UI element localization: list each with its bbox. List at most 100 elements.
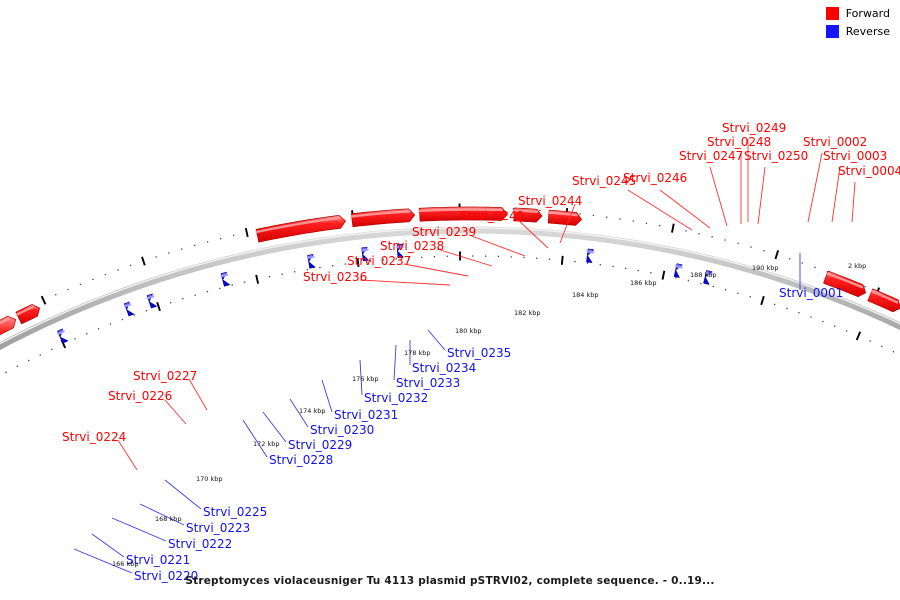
label-leader-lines bbox=[73, 139, 856, 574]
leader-line bbox=[627, 189, 693, 231]
gene-label[interactable]: Strvi_0245 bbox=[572, 174, 637, 188]
gene-features-layer[interactable] bbox=[0, 206, 900, 569]
forward-color-swatch bbox=[825, 7, 839, 20]
gene-label[interactable]: Strvi_0247 bbox=[679, 149, 744, 163]
gene-label[interactable]: Strvi_0228 bbox=[269, 453, 334, 467]
ruler-tick-label: 168 kbp bbox=[155, 515, 182, 523]
ruler-tick-label: 186 kbp bbox=[630, 279, 657, 287]
gene-feature[interactable] bbox=[396, 243, 404, 258]
gene-feature[interactable] bbox=[586, 248, 595, 263]
ruler-tick-label: 172 kbp bbox=[253, 440, 280, 448]
ruler-tick-label: 180 kbp bbox=[455, 327, 482, 335]
gene-feature[interactable] bbox=[124, 301, 135, 317]
gene-feature[interactable] bbox=[146, 293, 157, 309]
strand-legend: Forward Reverse bbox=[825, 6, 890, 42]
gene-feature[interactable] bbox=[220, 271, 231, 287]
gene-feature[interactable] bbox=[823, 270, 867, 298]
leader-line bbox=[709, 166, 728, 227]
leader-line bbox=[831, 166, 841, 223]
gene-feature[interactable] bbox=[703, 270, 713, 285]
gene-label[interactable]: Strvi_0239 bbox=[412, 225, 477, 239]
ruler-tick-label: 178 kbp bbox=[404, 349, 431, 357]
leader-line bbox=[359, 359, 363, 396]
leader-line bbox=[436, 248, 493, 267]
gene-feature[interactable] bbox=[512, 207, 543, 223]
gene-label[interactable]: Strvi_0001 bbox=[779, 286, 844, 300]
gene-feature[interactable] bbox=[15, 304, 41, 325]
gene-label[interactable]: Strvi_0231 bbox=[334, 408, 399, 422]
leader-line bbox=[807, 152, 823, 223]
ruler-tick-label: 184 kbp bbox=[572, 291, 599, 299]
leader-line bbox=[164, 399, 187, 425]
leader-line bbox=[188, 378, 208, 411]
leader-line bbox=[262, 411, 287, 443]
gene-label[interactable]: Strvi_0235 bbox=[447, 346, 512, 360]
gene-label[interactable]: Strvi_0236 bbox=[303, 270, 368, 284]
gene-feature[interactable] bbox=[255, 214, 346, 243]
gene-label[interactable]: Strvi_0224 bbox=[62, 430, 127, 444]
gene-feature[interactable] bbox=[418, 206, 508, 222]
gene-feature[interactable] bbox=[867, 288, 900, 313]
gene-label[interactable]: Strvi_0250 bbox=[744, 149, 809, 163]
leader-line bbox=[242, 419, 268, 458]
ruler-tick-label: 2 kbp bbox=[848, 262, 867, 270]
leader-line bbox=[289, 398, 309, 428]
gene-label[interactable]: Strvi_0234 bbox=[412, 361, 477, 375]
sequence-caption: Streptomyces violaceusniger Tu 4113 plas… bbox=[185, 575, 715, 587]
gene-label[interactable]: Strvi_0240 bbox=[460, 209, 525, 223]
ruler-tick-label: 190 kbp bbox=[752, 264, 779, 272]
gene-label[interactable]: Strvi_0248 bbox=[707, 135, 772, 149]
gene-label[interactable]: Strvi_0233 bbox=[396, 376, 461, 390]
leader-line bbox=[559, 203, 576, 244]
gene-label[interactable]: Strvi_0003 bbox=[823, 149, 888, 163]
leader-line bbox=[403, 263, 469, 277]
gene-label[interactable]: Strvi_0004 bbox=[838, 164, 900, 178]
leader-line bbox=[427, 329, 446, 351]
leader-line bbox=[321, 379, 333, 413]
gene-feature[interactable] bbox=[547, 209, 582, 226]
leader-line bbox=[659, 189, 711, 229]
gene-label[interactable]: Strvi_0237 bbox=[347, 254, 412, 268]
leader-line bbox=[757, 166, 766, 225]
gene-feature[interactable] bbox=[0, 315, 17, 369]
leader-line bbox=[516, 218, 549, 249]
gene-feature[interactable] bbox=[350, 208, 416, 228]
leader-line bbox=[111, 517, 167, 542]
ruler-tick-label: 182 kbp bbox=[514, 309, 541, 317]
gene-label[interactable]: Strvi_0246 bbox=[623, 171, 688, 185]
legend-item-forward[interactable]: Forward bbox=[825, 6, 890, 21]
gene-label[interactable]: Strvi_0223 bbox=[186, 521, 251, 535]
legend-label-reverse: Reverse bbox=[845, 25, 890, 38]
gene-label[interactable]: Strvi_0230 bbox=[310, 423, 375, 437]
ruler-tick-label: 188 kbp bbox=[690, 271, 717, 279]
gene-label[interactable]: Strvi_0220 bbox=[134, 569, 199, 583]
leader-line bbox=[91, 533, 125, 558]
gene-label[interactable]: Strvi_0227 bbox=[133, 369, 198, 383]
leader-line bbox=[117, 439, 138, 471]
gene-label[interactable]: Strvi_0249 bbox=[722, 121, 787, 135]
gene-label[interactable]: Strvi_0225 bbox=[203, 505, 268, 519]
gene-feature[interactable] bbox=[57, 328, 69, 344]
gene-label[interactable]: Strvi_0222 bbox=[168, 537, 233, 551]
reverse-color-swatch bbox=[825, 25, 839, 38]
leader-line bbox=[164, 479, 202, 510]
gene-label[interactable]: Strvi_0232 bbox=[364, 391, 429, 405]
ruler-tick-label: 166 kbp bbox=[112, 560, 139, 568]
gene-label[interactable]: Strvi_0002 bbox=[803, 135, 868, 149]
leader-line bbox=[139, 503, 185, 526]
legend-item-reverse[interactable]: Reverse bbox=[825, 24, 890, 39]
ruler-tick-label: 174 kbp bbox=[299, 407, 326, 415]
gene-feature[interactable] bbox=[306, 254, 316, 269]
gene-label[interactable]: Strvi_0244 bbox=[518, 194, 583, 208]
gene-feature[interactable] bbox=[360, 246, 369, 262]
ruler-tick-label: 170 kbp bbox=[196, 475, 223, 483]
backbone-arc bbox=[0, 226, 900, 350]
gene-label[interactable]: Strvi_0229 bbox=[288, 438, 353, 452]
legend-label-forward: Forward bbox=[845, 7, 890, 20]
gene-label[interactable]: Strvi_0221 bbox=[126, 553, 191, 567]
gene-label[interactable]: Strvi_0226 bbox=[108, 389, 173, 403]
gene-feature[interactable] bbox=[673, 263, 683, 278]
gene-label[interactable]: Strvi_0238 bbox=[380, 239, 445, 253]
